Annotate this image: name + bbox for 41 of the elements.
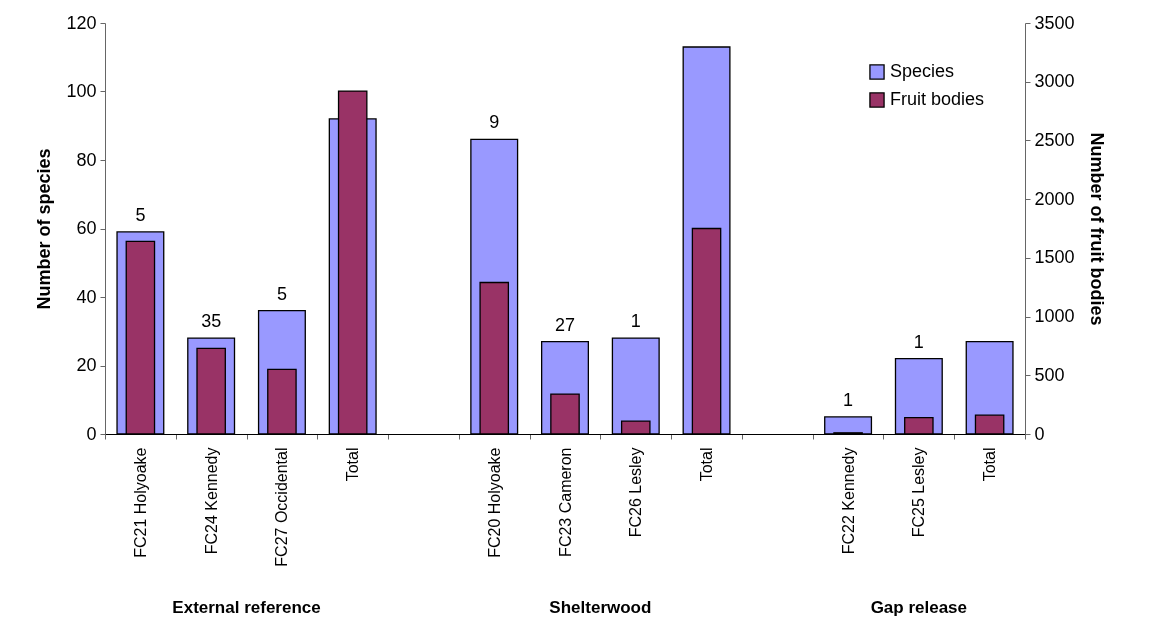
y2-axis-title: Number of fruit bodies — [1086, 132, 1107, 326]
text: Gap release — [869, 598, 969, 618]
y2-tick-label: 3000 — [1034, 71, 1075, 92]
annotation: 5 — [276, 283, 287, 304]
y-tick-label: 100 — [66, 81, 97, 101]
x-tick-label: FC26 Lesley — [627, 447, 645, 538]
annotation: 1 — [843, 389, 854, 410]
x-tick-label: FC23 Cameron — [556, 447, 574, 557]
legend-label: Fruit bodies — [890, 89, 985, 109]
y2-tick-label: 0 — [1034, 423, 1045, 444]
annotation: 35 — [201, 311, 222, 332]
y-axis-title: Number of species — [34, 148, 55, 310]
y-tick-label: 120 — [66, 12, 97, 33]
x-tick-label: FC22 Kennedy — [839, 447, 857, 555]
y2-tick-label: 500 — [1034, 364, 1065, 385]
x-tick-label: FC25 Lesley — [910, 447, 928, 538]
y-tick-label: 60 — [76, 218, 97, 238]
y2-tick-label: 3500 — [1034, 12, 1075, 33]
x-tick-label: Total — [344, 447, 362, 482]
y2-tick-label: 1500 — [1034, 247, 1075, 268]
y-tick-label: 80 — [76, 149, 97, 170]
y2-tick-label: 1000 — [1034, 306, 1075, 327]
x-tick-label: FC24 Kennedy — [202, 447, 220, 555]
annotation: 9 — [489, 112, 500, 133]
annotation: 1 — [630, 311, 641, 332]
annotation: 27 — [554, 314, 576, 335]
text: External reference — [171, 598, 322, 618]
x-tick-label: Total — [698, 447, 716, 482]
y2-tick-label: 2000 — [1034, 188, 1075, 209]
y-tick-label: 0 — [86, 423, 97, 444]
legend-label: Species — [890, 61, 955, 81]
y2-tick-label: 2500 — [1034, 129, 1075, 150]
x-tick-label: Total — [981, 447, 999, 482]
annotation: 5 — [135, 204, 146, 225]
x-tick-label: FC21 Holyoake — [131, 447, 149, 558]
x-tick-label: FC20 Holyoake — [485, 447, 503, 558]
x-tick-label: FC27 Occidental — [273, 447, 291, 567]
text: Shelterwood — [548, 598, 653, 618]
y-tick-label: 40 — [76, 286, 97, 307]
y-tick-label: 20 — [76, 355, 97, 375]
annotation: 1 — [913, 331, 924, 352]
